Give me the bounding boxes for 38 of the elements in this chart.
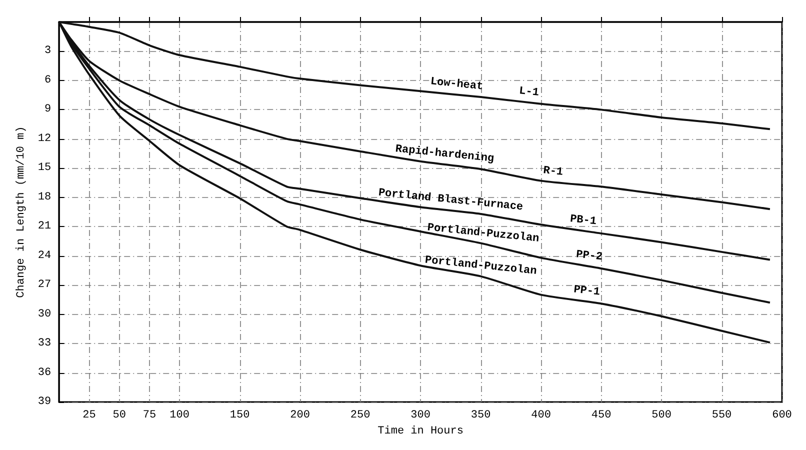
y-tick-label: 36 — [38, 366, 52, 379]
annotation: Low-heat — [430, 76, 484, 94]
x-tick-label: 200 — [290, 410, 310, 422]
annotation: R-1 — [542, 165, 564, 179]
y-tick-label: 21 — [38, 220, 52, 233]
x-tick-label: 100 — [170, 410, 190, 422]
x-tick-label: 150 — [230, 410, 250, 422]
x-tick-label: 50 — [112, 410, 126, 422]
y-tick-label: 18 — [38, 191, 52, 204]
annotation: PB-1 — [569, 214, 598, 228]
x-tick-label: 350 — [470, 410, 491, 422]
y-tick-label: 9 — [44, 104, 52, 116]
x-tick-label: 25 — [82, 410, 96, 422]
annotation: Portland Blast-Furnace — [378, 187, 524, 214]
x-tick-label: 500 — [652, 410, 672, 422]
y-tick-label: 24 — [38, 250, 52, 262]
x-tick-label: 75 — [142, 410, 156, 422]
y-tick-label: 33 — [38, 338, 52, 350]
annotation: L-1 — [518, 86, 540, 100]
y-tick-label: 6 — [44, 74, 52, 86]
x-tick-label: 550 — [712, 410, 732, 422]
y-tick-label: 3 — [44, 45, 52, 58]
annotation: Portland-Puzzolan — [426, 222, 540, 246]
annotation: Portland-Puzzolan — [424, 254, 538, 278]
x-tick-label: 300 — [410, 410, 430, 422]
y-tick-label: 30 — [38, 308, 52, 320]
x-tick-label: 600 — [772, 410, 792, 422]
y-tick-label: 39 — [38, 396, 52, 408]
y-tick-label: 27 — [38, 279, 52, 292]
x-tick-label: 400 — [531, 410, 551, 422]
y-tick-label: 15 — [38, 162, 52, 174]
y-tick-label: 12 — [38, 132, 52, 145]
annotation: PP-2 — [575, 249, 603, 264]
y-axis-title: Change in Length (mm/10 m) — [16, 126, 28, 298]
x-tick-label: 450 — [591, 410, 612, 422]
x-axis-title: Time in Hours — [378, 426, 464, 438]
x-tick-label: 250 — [350, 410, 370, 422]
annotation: PP-1 — [573, 284, 601, 299]
